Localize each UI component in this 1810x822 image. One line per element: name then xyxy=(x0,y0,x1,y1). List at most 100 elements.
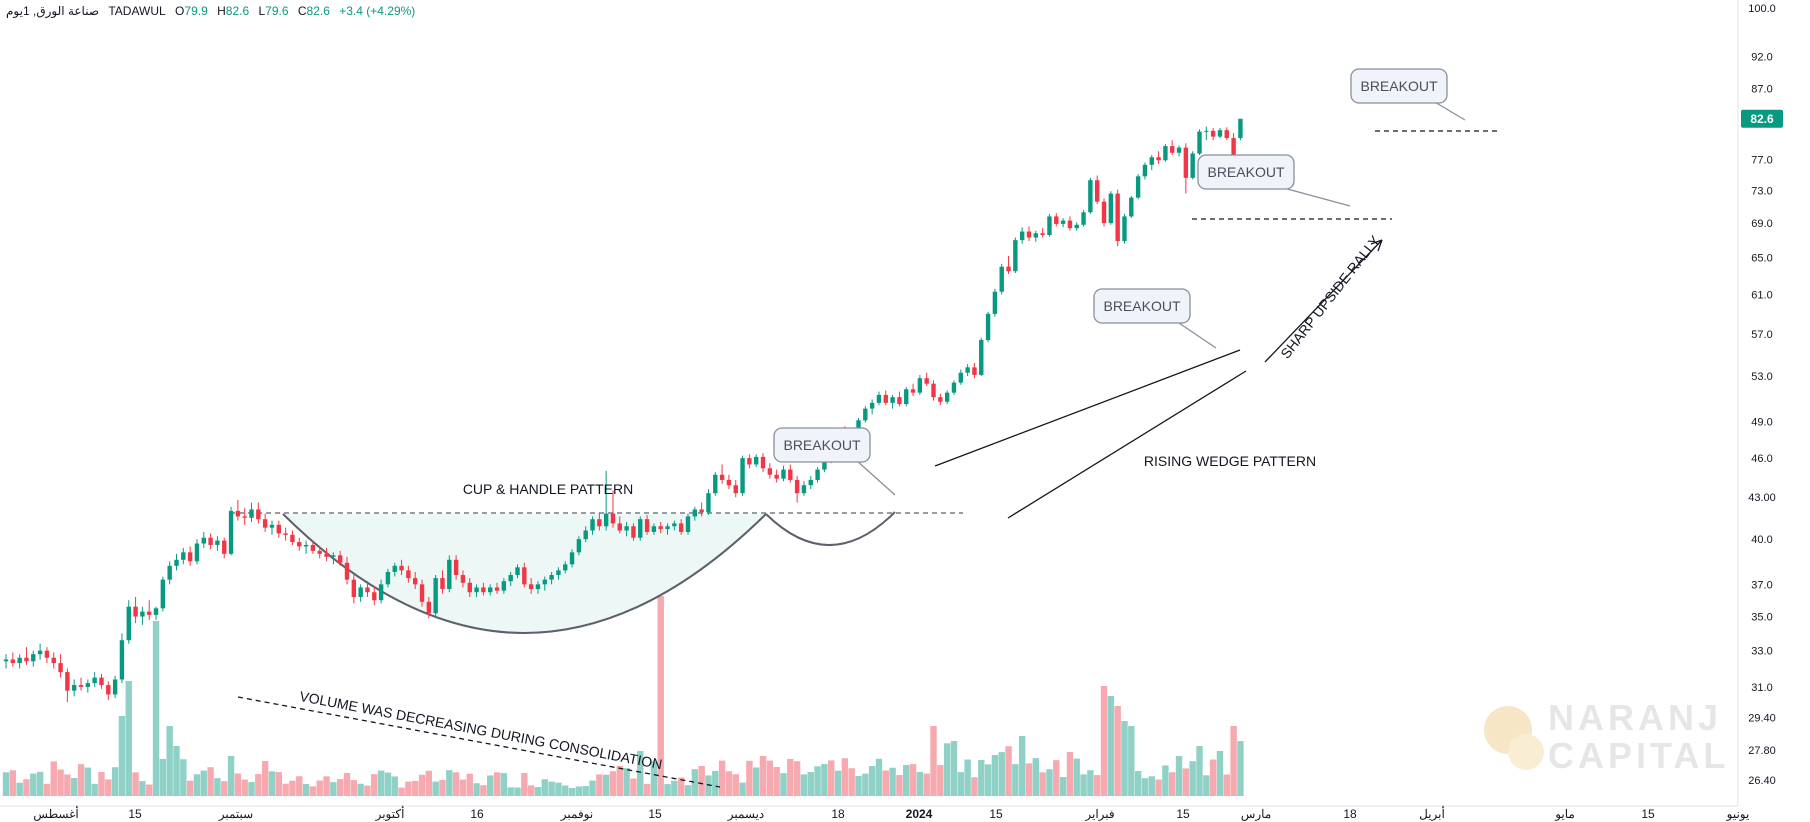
candle-100 xyxy=(685,513,691,535)
candle-0 xyxy=(3,654,9,669)
candle-86 xyxy=(590,516,595,535)
volume-bar-160 xyxy=(1094,775,1101,796)
volume-bar-150 xyxy=(1025,763,1033,796)
candle-105 xyxy=(719,464,725,484)
candle-71 xyxy=(488,584,493,596)
y-tick-label-2: 87.0 xyxy=(1751,84,1772,96)
volume-bar-123 xyxy=(841,758,849,796)
candle-80 xyxy=(549,571,554,585)
candle-89 xyxy=(610,490,616,528)
symbol-header: صناعة الورق, 1يوم TADAWUL O79.9 H82.6 L7… xyxy=(6,4,421,18)
x-tick-label-18: يونيو xyxy=(1726,807,1750,821)
candle-31 xyxy=(215,536,220,551)
candle-33 xyxy=(228,506,234,556)
x-tick-label-2: سبتمبر xyxy=(218,807,253,821)
price-axis[interactable]: 100.0 92.0 87.0 82.6 77.0 73.0 69.0 65.0 61.0 57.… xyxy=(1741,3,1783,787)
volume-bar-36 xyxy=(248,782,255,796)
candles xyxy=(3,118,1243,703)
candle-82 xyxy=(563,561,568,574)
volume-bar-87 xyxy=(596,774,603,796)
y-tick-label-16: 35.0 xyxy=(1751,612,1772,624)
volume-bar-113 xyxy=(773,767,780,796)
candle-116 xyxy=(794,476,800,503)
breakout-bubble-3: BREAKOUT xyxy=(1197,154,1351,207)
candle-36 xyxy=(249,502,254,523)
exchange-name: TADAWUL xyxy=(108,4,166,18)
volume-bar-167 xyxy=(1141,778,1149,796)
candle-22 xyxy=(153,606,159,620)
candle-23 xyxy=(160,576,166,612)
cup-handle-label: CUP & HANDLE PATTERN xyxy=(463,481,633,497)
x-tick-label-8: 18 xyxy=(831,807,845,821)
chart-grid xyxy=(0,0,1739,807)
candle-29 xyxy=(201,531,206,548)
volume-bar-118 xyxy=(807,772,814,796)
candle-174 xyxy=(1190,151,1195,180)
volume-bar-23 xyxy=(159,758,167,796)
volume-bar-147 xyxy=(1005,746,1012,796)
volume-bar-142 xyxy=(971,777,978,796)
candle-131 xyxy=(897,391,902,407)
candle-76 xyxy=(522,562,527,588)
x-tick-label-13: مارس xyxy=(1241,807,1272,821)
volume-bar-52 xyxy=(357,783,364,796)
volume-bar-108 xyxy=(739,782,746,796)
candle-60 xyxy=(413,571,418,590)
y-tick-label-12: 46.0 xyxy=(1751,453,1772,465)
volume-bar-106 xyxy=(725,771,733,796)
volume-bar-69 xyxy=(473,783,480,796)
volume-bar-70 xyxy=(480,785,487,796)
volume-bar-61 xyxy=(418,774,426,796)
x-tick-label-17: 15 xyxy=(1641,807,1655,821)
volume-bar-99 xyxy=(677,777,685,796)
volume-bar-74 xyxy=(507,787,514,796)
candle-146 xyxy=(999,263,1004,295)
volume-bar-125 xyxy=(855,776,862,796)
y-tick-label-7: 65.0 xyxy=(1751,253,1772,265)
candle-79 xyxy=(542,576,547,591)
candle-68 xyxy=(467,578,472,598)
candle-48 xyxy=(331,552,336,565)
volume-bar-55 xyxy=(377,770,385,796)
wedge-lower-line xyxy=(1007,370,1247,519)
candle-96 xyxy=(658,522,663,534)
candle-42 xyxy=(290,530,295,545)
x-tick-label-3: أكتوبر xyxy=(375,806,405,821)
candle-169 xyxy=(1156,151,1161,165)
volume-bar-31 xyxy=(214,778,221,796)
candle-119 xyxy=(815,467,820,483)
x-tick-label-1: 15 xyxy=(128,807,142,821)
candle-142 xyxy=(972,363,977,379)
y-tick-label-17: 33.0 xyxy=(1751,646,1772,658)
volume-bar-179 xyxy=(1223,774,1230,796)
candle-39 xyxy=(269,520,275,535)
volume-bar-7 xyxy=(50,761,57,796)
volume-bar-171 xyxy=(1169,772,1176,796)
candle-159 xyxy=(1088,177,1093,214)
volume-bar-4 xyxy=(30,773,37,796)
volume-bar-88 xyxy=(602,774,610,796)
y-tick-label-8: 61.0 xyxy=(1751,290,1772,302)
time-axis[interactable]: أغسطس 15 سبتمبر أكتوبر 16 نوفمبر 15 ديسمبر 18 202… xyxy=(33,806,1749,821)
volume-bar-172 xyxy=(1175,756,1183,796)
volume-bar-165 xyxy=(1128,726,1135,796)
y-tick-label-15: 37.0 xyxy=(1751,579,1772,591)
y-tick-label-19: 29.40 xyxy=(1748,713,1776,725)
volume-bar-104 xyxy=(712,770,719,796)
volume-bar-10 xyxy=(71,778,78,796)
volume-bar-72 xyxy=(493,772,501,796)
candle-53 xyxy=(365,581,370,598)
candle-56 xyxy=(385,568,391,588)
candle-167 xyxy=(1142,162,1148,180)
candle-145 xyxy=(992,288,998,317)
watermark-line2: CAPITAL xyxy=(1548,735,1729,776)
candle-141 xyxy=(965,364,970,377)
volume-bar-140 xyxy=(957,772,964,796)
candle-155 xyxy=(1060,218,1066,228)
close-value: C82.6 xyxy=(297,4,330,18)
volume-bar-169 xyxy=(1155,779,1162,796)
candle-57 xyxy=(392,562,397,577)
candle-38 xyxy=(262,513,268,532)
candle-75 xyxy=(515,564,520,579)
